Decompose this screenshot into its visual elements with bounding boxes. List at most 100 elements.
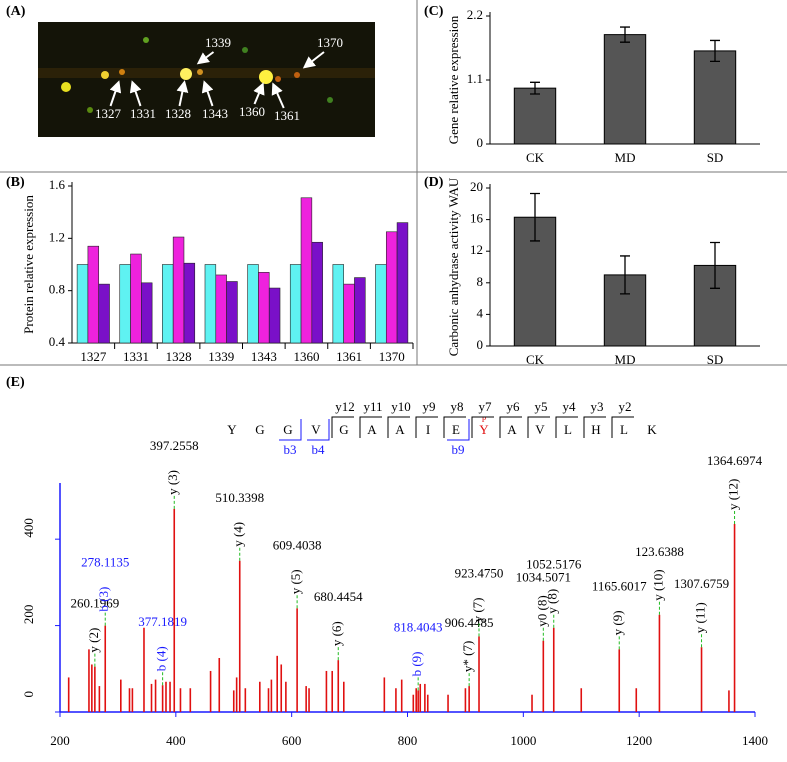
y-bracket [331,416,354,438]
y-ion: y5 [535,399,548,414]
x-tick-label: MD [615,352,636,367]
x-tick-label: CK [526,150,545,165]
arrow [129,80,142,107]
y-bracket [499,416,522,438]
spot-label: 1370 [317,35,343,50]
y-tick-label: 0 [477,135,484,150]
y-axis-label: Gene relative expression [446,15,461,144]
arrow [176,80,189,107]
phospho-mark: P [482,415,487,424]
y-ion: y6 [507,399,521,414]
bar [119,264,131,344]
error-bar [620,26,630,43]
residue: G [339,422,348,437]
ion-label: y (6) [329,621,344,646]
bar [247,264,259,344]
y-tick-label: 0 [21,691,36,698]
panel-label: (D) [424,175,444,190]
mz-label: 1307.6759 [674,576,729,591]
b-bracket [447,419,470,441]
mz-label: 609.4038 [273,537,322,552]
residue: G [283,422,292,437]
mz-label: 510.3398 [215,490,264,505]
y-tick-label: 12 [470,242,483,257]
ion-label: y (11) [693,602,708,633]
x-tick-label: 1370 [379,349,405,364]
b-ion: b4 [312,442,326,457]
x-tick-label: SD [707,352,724,367]
x-tick-label: 1400 [742,733,768,748]
error-bar [530,192,540,242]
y-tick-label: 0 [477,337,484,352]
bar [603,34,647,145]
bar [513,87,557,145]
x-tick-label: MD [615,150,636,165]
bar [354,277,366,344]
arrow [109,80,122,107]
y-ion: y7 [479,399,493,414]
spot-label: 1331 [130,106,156,121]
x-tick-label: 1343 [251,349,277,364]
error-bar [620,255,630,295]
y-bracket [415,416,438,438]
bar [375,264,387,344]
y-bracket [443,416,466,438]
residue: A [507,422,517,437]
bar [385,231,398,344]
mz-label: 397.2558 [150,438,199,453]
bar [87,245,100,344]
gel-image [38,22,375,137]
ion-label: y (4) [231,522,246,547]
bar [226,281,238,344]
y-ion: y2 [619,399,632,414]
y-bracket [359,416,382,438]
x-tick-label: 600 [282,733,302,748]
x-tick-label: 800 [398,733,418,748]
y-axis-label: Carbonic anhydrase activity WAU [446,177,461,356]
y-tick-label: 20 [470,179,483,194]
y-bracket [387,416,410,438]
bar [332,264,344,344]
bar [693,50,737,145]
bar [183,262,196,344]
y-bracket [611,416,634,438]
y-tick-label: 400 [21,518,36,538]
arrow [302,51,325,69]
mz-label: 260.1969 [70,596,119,611]
x-tick-label: CK [526,352,545,367]
y-tick-label: 2.2 [467,7,483,22]
bar [76,264,89,344]
residue: I [426,422,430,437]
bar [98,283,110,344]
y-tick-label: 8 [477,274,484,289]
y-tick-label: 1.1 [467,71,483,86]
residue: A [395,422,405,437]
y-ion: y4 [563,399,577,414]
mz-label: 923.4750 [455,565,504,580]
residue: H [591,422,600,437]
bar [162,264,174,344]
panel-label: (C) [424,4,444,19]
arrow [271,82,285,109]
y-ion: y11 [363,399,382,414]
bar [258,272,270,344]
residue: G [255,422,264,437]
error-bar [530,81,540,95]
residue: V [535,422,545,437]
error-bar [710,241,720,289]
error-bar [710,39,720,63]
spot-label: 1361 [274,108,300,123]
y-bracket [555,416,578,438]
y-tick-label: 1.2 [49,229,65,244]
spot-label: 1343 [202,106,228,121]
y-tick-label: 1.6 [49,177,66,192]
ion-label: y (2) [86,628,101,653]
arrow [201,80,214,107]
mz-label: 278.1135 [81,555,129,570]
bar [215,274,227,344]
panel-label: (B) [6,175,25,190]
b-ion: b9 [452,442,465,457]
residue: Y [479,422,489,437]
x-tick-label: 1339 [208,349,234,364]
